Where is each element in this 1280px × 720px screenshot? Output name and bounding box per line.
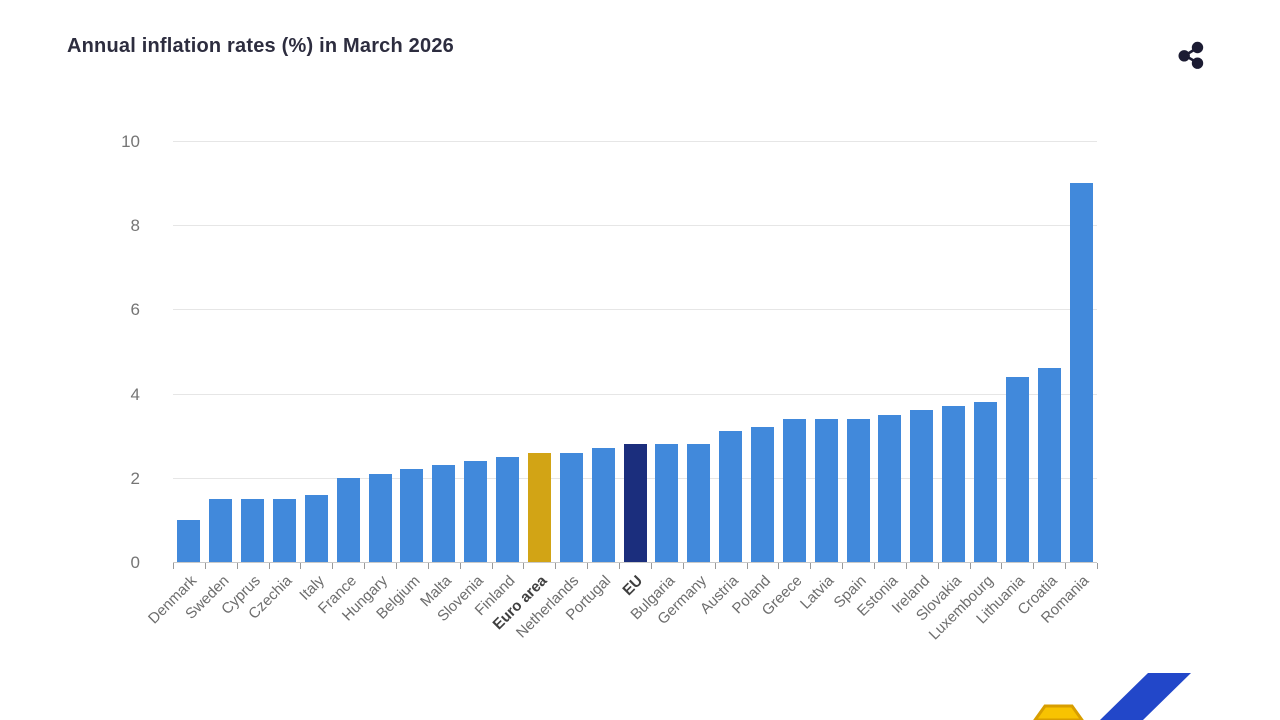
bar-france[interactable] [336,477,360,562]
bar-eu[interactable] [623,444,647,562]
x-axis-tick [364,563,366,569]
bar-luxembourg[interactable] [973,402,997,562]
x-axis-tick [236,563,238,569]
x-axis-tick [746,563,748,569]
bar-cyprus[interactable] [241,498,265,562]
x-axis-tick [173,563,174,569]
bar-belgium[interactable] [400,469,424,562]
bar-hungary[interactable] [368,473,392,562]
bar-spain[interactable] [846,418,870,562]
y-axis-label-0: 0 [130,553,140,572]
bar-croatia[interactable] [1037,368,1061,562]
x-axis-tick [1065,563,1067,569]
bar-poland[interactable] [750,427,774,562]
logo-blue-slash [1100,673,1191,720]
x-axis-tick [555,563,557,569]
x-axis-tick [1001,563,1003,569]
x-axis-tick [682,563,684,569]
bar-ireland[interactable] [910,410,934,562]
x-axis-tick [969,563,971,569]
y-axis-label-6: 6 [130,300,140,320]
x-axis-tick [842,563,844,569]
bar-latvia[interactable] [814,418,838,562]
x-axis-tick [778,563,780,569]
share-icon [1178,41,1204,69]
logo-yellow-block [1033,704,1084,720]
x-axis-tick [587,563,589,569]
eurostat-logo-fragment [1033,673,1191,720]
x-axis-tick [396,563,398,569]
x-axis-tick [1097,563,1098,569]
bar-sweden[interactable] [209,498,233,562]
bar-malta[interactable] [432,465,456,562]
bar-estonia[interactable] [878,414,902,562]
y-axis-label-8: 8 [130,216,140,236]
x-axis-tick [523,563,525,569]
bar-lithuania[interactable] [1005,376,1029,562]
x-axis-tick [204,563,206,569]
x-axis-tick [300,563,302,569]
x-axis-tick [905,563,907,569]
x-axis-tick [873,563,875,569]
share-button[interactable] [1174,38,1208,72]
y-axis-label-10: 10 [121,132,140,151]
bar-germany[interactable] [687,444,711,562]
gridline-8 [173,225,1097,227]
y-axis-label-4: 4 [130,384,140,404]
x-axis-tick [1033,563,1035,569]
y-axis-label-2: 2 [130,468,140,488]
gridline-6 [173,309,1097,311]
bar-netherlands[interactable] [559,452,583,562]
gridline-10 [173,141,1097,142]
x-axis-tick [937,563,939,569]
bar-finland[interactable] [496,456,520,562]
gridline-4 [173,393,1097,395]
x-axis-label-latvia: Latvia [797,572,838,613]
bar-bulgaria[interactable] [655,444,679,562]
x-axis-tick [491,563,493,569]
bar-euro-area[interactable] [527,452,551,562]
bar-romania[interactable] [1069,183,1093,562]
x-axis-tick [459,563,461,569]
bar-slovenia[interactable] [464,460,488,562]
x-axis-tick [268,563,270,569]
bar-portugal[interactable] [591,448,615,562]
bar-slovakia[interactable] [942,406,966,562]
x-axis-tick [619,563,621,569]
x-axis-tick [427,563,429,569]
x-axis-line [173,562,1097,563]
x-axis-tick [714,563,716,569]
bar-italy[interactable] [304,494,328,562]
bar-denmark[interactable] [177,519,201,562]
bar-greece[interactable] [782,418,806,562]
x-axis-tick [810,563,812,569]
bar-czechia[interactable] [273,498,297,562]
x-axis-tick [650,563,652,569]
x-axis-tick [332,563,334,569]
bar-austria[interactable] [719,431,743,562]
chart-title: Annual inflation rates (%) in March 2026 [67,35,454,57]
